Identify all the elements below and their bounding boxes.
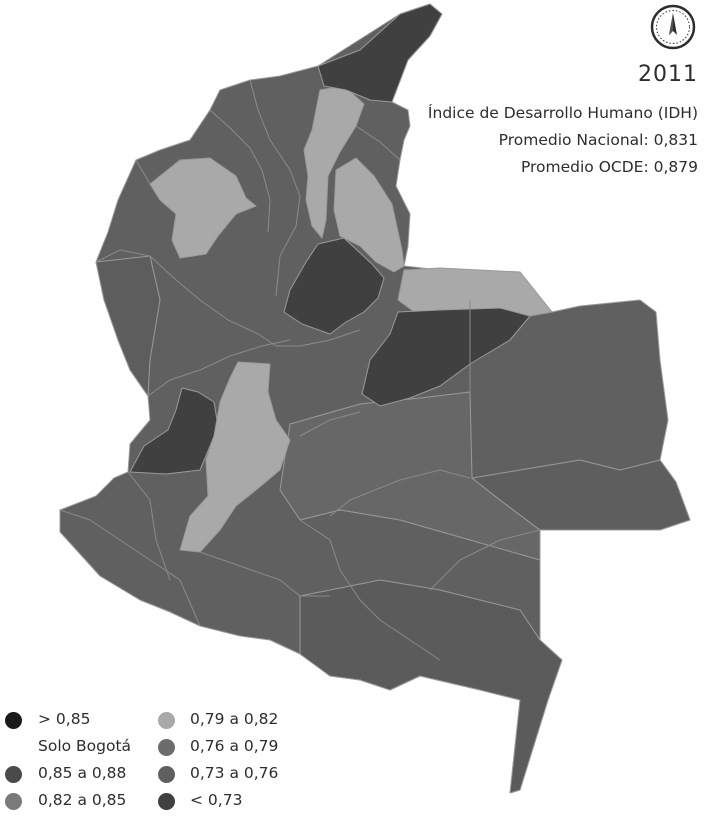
legend-label-085-088: 0,85 a 0,88 [38, 764, 127, 782]
legend-swatch-085-088 [5, 766, 22, 783]
dept-guainia-region [471, 459, 691, 531]
dept-cesar [303, 85, 365, 239]
dept-la-guajira [317, 3, 443, 103]
national-average: Promedio Nacional: 0,831 [498, 131, 698, 149]
legend-swatch-gt-085 [5, 712, 22, 729]
legend-label-079-082: 0,79 a 0,82 [190, 710, 279, 728]
dept-risaralda [129, 387, 219, 475]
legend-swatch-073-076 [158, 766, 175, 783]
legend-label-gt-085: > 0,85 [38, 710, 91, 728]
legend-swatch-079-082 [158, 712, 175, 729]
dept-amazonas-region [299, 579, 563, 794]
legend-label-solo-bogota: Solo Bogotá [38, 737, 132, 755]
dept-borders [59, 79, 541, 661]
dept-meta-region [279, 391, 541, 561]
dept-santander [283, 237, 385, 335]
legend-swatch-lt-073 [158, 793, 175, 810]
compass-rose-icon [650, 4, 696, 50]
legend-label-082-085: 0,82 a 0,85 [38, 791, 127, 809]
dept-tolima-band [179, 361, 291, 553]
legend-swatch-076-079 [158, 739, 175, 756]
year-label: 2011 [638, 62, 698, 87]
legend-label-073-076: 0,73 a 0,76 [190, 764, 279, 782]
dept-casanare [361, 307, 531, 407]
legend-swatch-082-085 [5, 793, 22, 810]
legend-label-lt-073: < 0,73 [190, 791, 243, 809]
dept-cordoba [149, 157, 257, 259]
oecd-average: Promedio OCDE: 0,879 [520, 158, 698, 176]
dept-norte-santander [333, 157, 405, 273]
legend-label-076-079: 0,76 a 0,79 [190, 737, 279, 755]
index-title: Índice de Desarrollo Humano (IDH) [427, 104, 698, 122]
